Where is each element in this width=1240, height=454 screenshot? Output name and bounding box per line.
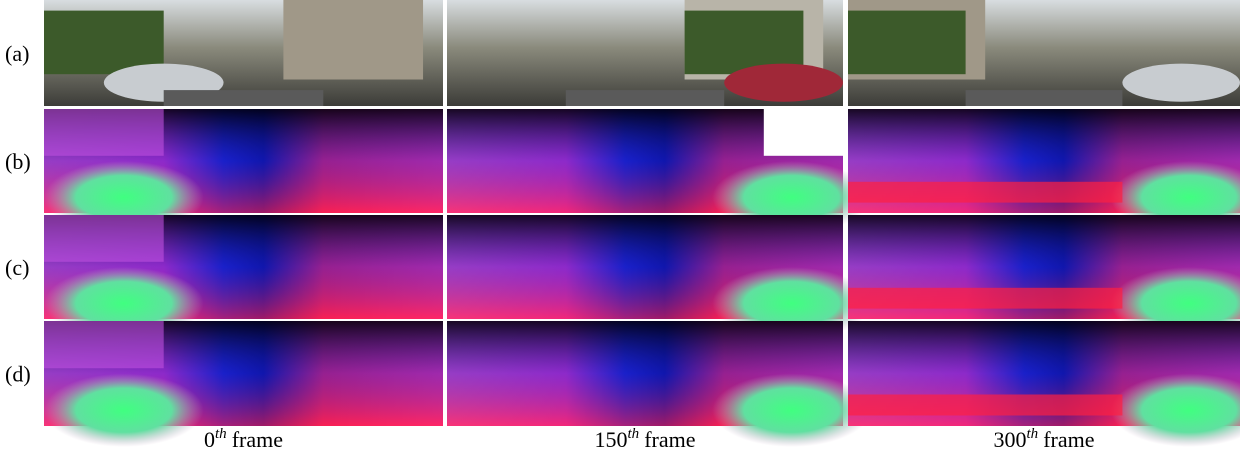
road [566, 90, 724, 106]
trees [848, 11, 966, 75]
road [164, 90, 324, 106]
photo [848, 0, 1240, 106]
flow-floor [848, 182, 1122, 203]
flow-car [44, 374, 204, 448]
flow-tree [44, 321, 164, 368]
road [966, 90, 1123, 106]
photo [447, 0, 843, 106]
image-grid [44, 0, 1240, 447]
frame-number: 0 [204, 427, 215, 452]
figure: (a)(b)(c)(d)0thframe150thframe300thframe [0, 0, 1240, 454]
superscript: th [215, 426, 227, 442]
flow-floor [848, 288, 1122, 309]
frame-number: 300 [994, 427, 1027, 452]
flow-tree [44, 215, 164, 262]
frame-number: 150 [595, 427, 628, 452]
frame-word: frame [644, 427, 695, 452]
flow-floor [848, 395, 1122, 416]
car [1122, 64, 1240, 102]
building [283, 0, 423, 80]
flow-sky [764, 109, 843, 156]
photo [44, 0, 443, 106]
row-label: (a) [5, 41, 29, 66]
row-label: (d) [5, 362, 31, 387]
car [724, 64, 843, 102]
frame-word: frame [1043, 427, 1094, 452]
superscript: th [1027, 426, 1039, 442]
frame-word: frame [232, 427, 283, 452]
row-label: (c) [5, 255, 29, 280]
flow-tree [44, 109, 164, 156]
superscript: th [628, 426, 640, 442]
row-label: (b) [5, 149, 31, 174]
figure-canvas: (a)(b)(c)(d)0thframe150thframe300thframe [0, 0, 1240, 454]
flow-car [712, 374, 870, 448]
